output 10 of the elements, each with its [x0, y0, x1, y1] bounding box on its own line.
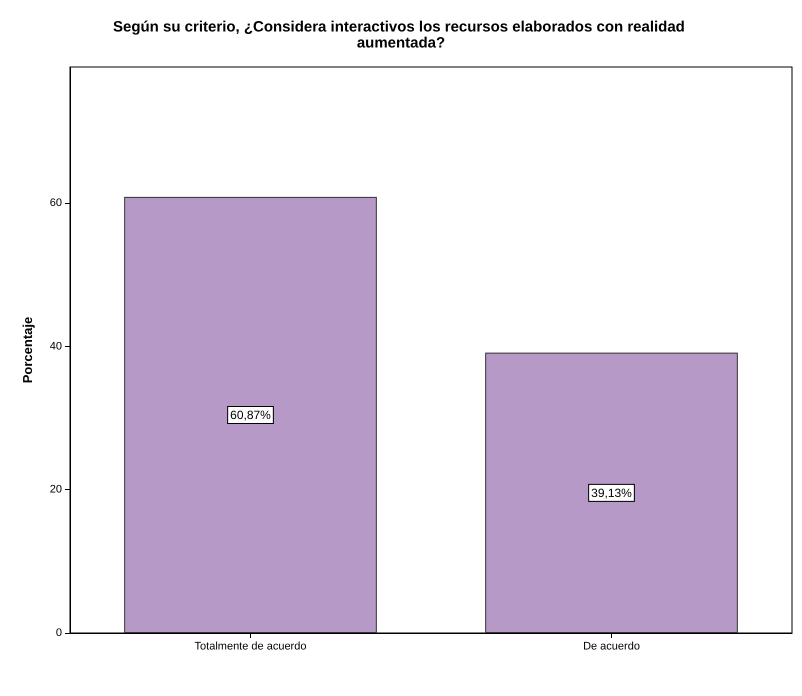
data-label: 39,13%: [591, 486, 632, 500]
y-tick-label: 60: [50, 197, 62, 210]
x-tick-label: Totalmente de acuerdo: [194, 640, 306, 652]
x-tick-label: De acuerdo: [583, 640, 640, 652]
data-label: 60,87%: [230, 408, 272, 422]
y-tick-label: 0: [56, 627, 62, 639]
y-tick-label: 40: [50, 340, 62, 352]
y-axis-title: Porcentaje: [20, 316, 35, 384]
chart-title: Según su criterio, ¿Considera interactivos los recursos elaborados con realidad aumentada?: [112, 18, 690, 52]
y-tick-label: 20: [50, 484, 62, 496]
